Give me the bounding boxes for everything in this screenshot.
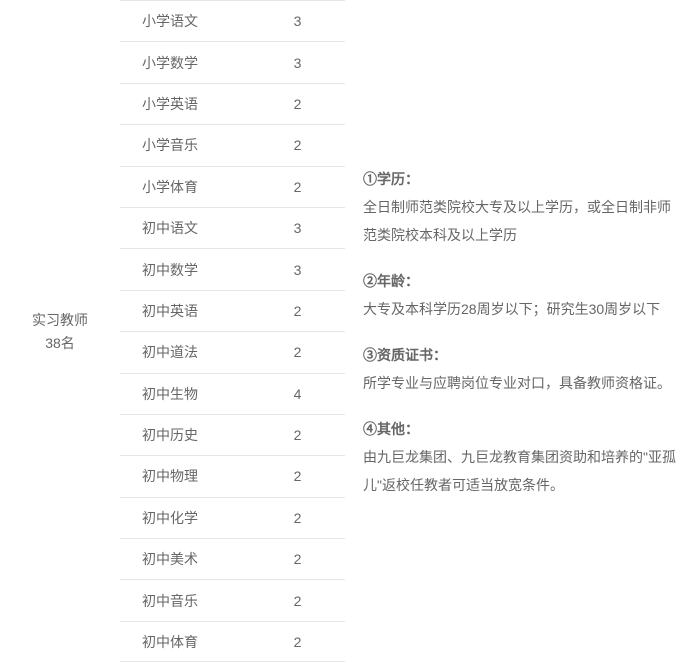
requirement-body: 全日制师范类院校大专及以上学历，或全日制非师范类院校本科及以上学历	[363, 193, 677, 249]
subject-name: 初中生物	[120, 384, 250, 404]
category-name: 实习教师	[32, 309, 88, 331]
requirements-column: ①学历： 全日制师范类院校大专及以上学历，或全日制非师范类院校本科及以上学历 ②…	[345, 0, 695, 663]
subject-name: 初中数学	[120, 260, 250, 280]
subject-count: 3	[250, 220, 345, 236]
table-row: 初中物理2	[120, 455, 345, 496]
subject-name: 初中美术	[120, 549, 250, 569]
subject-count: 3	[250, 55, 345, 71]
subject-count: 2	[250, 634, 345, 650]
subject-name: 初中英语	[120, 301, 250, 321]
subject-name: 初中音乐	[120, 591, 250, 611]
requirement-block: ②年龄： 大专及本科学历28周岁以下；研究生30周岁以下	[363, 267, 677, 323]
table-row: 初中道法2	[120, 331, 345, 372]
row-header: 实习教师 38名	[0, 0, 120, 663]
subject-count: 2	[250, 427, 345, 443]
subject-count: 2	[250, 303, 345, 319]
subjects-column: 小学语文3 小学数学3 小学英语2 小学音乐2 小学体育2 初中语文3 初中数学…	[120, 0, 345, 663]
subject-count: 2	[250, 510, 345, 526]
subject-name: 小学音乐	[120, 135, 250, 155]
table-wrap: 实习教师 38名 小学语文3 小学数学3 小学英语2 小学音乐2 小学体育2 初…	[0, 0, 695, 663]
subject-name: 初中物理	[120, 466, 250, 486]
subject-name: 初中道法	[120, 342, 250, 362]
subject-count: 4	[250, 386, 345, 402]
subject-name: 小学语文	[120, 11, 250, 31]
category-total: 38名	[45, 332, 75, 354]
subject-count: 2	[250, 593, 345, 609]
subject-name: 小学体育	[120, 177, 250, 197]
subject-count: 2	[250, 179, 345, 195]
subject-name: 初中体育	[120, 632, 250, 652]
requirement-title: ②年龄：	[363, 267, 677, 295]
requirement-block: ①学历： 全日制师范类院校大专及以上学历，或全日制非师范类院校本科及以上学历	[363, 165, 677, 249]
requirement-body: 大专及本科学历28周岁以下；研究生30周岁以下	[363, 295, 677, 323]
requirement-title: ③资质证书：	[363, 341, 677, 369]
table-row: 小学音乐2	[120, 124, 345, 165]
table-row: 初中数学3	[120, 248, 345, 289]
subject-name: 初中化学	[120, 508, 250, 528]
table-row: 初中生物4	[120, 373, 345, 414]
table-row: 初中音乐2	[120, 579, 345, 620]
requirement-body: 由九巨龙集团、九巨龙教育集团资助和培养的"亚孤儿"返校任教者可适当放宽条件。	[363, 443, 677, 499]
subject-count: 2	[250, 468, 345, 484]
subject-name: 初中历史	[120, 425, 250, 445]
requirement-body: 所学专业与应聘岗位专业对口，具备教师资格证。	[363, 369, 677, 397]
table-row: 小学英语2	[120, 83, 345, 124]
requirement-block: ③资质证书： 所学专业与应聘岗位专业对口，具备教师资格证。	[363, 341, 677, 397]
table-row: 小学语文3	[120, 0, 345, 41]
subject-count: 2	[250, 551, 345, 567]
subject-name: 小学英语	[120, 94, 250, 114]
subject-count: 2	[250, 344, 345, 360]
subject-name: 初中语文	[120, 218, 250, 238]
requirement-title: ④其他：	[363, 415, 677, 443]
table-row: 初中历史2	[120, 414, 345, 455]
subject-count: 3	[250, 262, 345, 278]
table-row: 初中英语2	[120, 290, 345, 331]
requirement-block: ④其他： 由九巨龙集团、九巨龙教育集团资助和培养的"亚孤儿"返校任教者可适当放宽…	[363, 415, 677, 499]
table-row: 初中化学2	[120, 497, 345, 538]
table-row: 初中语文3	[120, 207, 345, 248]
table-row: 小学体育2	[120, 166, 345, 207]
requirement-title: ①学历：	[363, 165, 677, 193]
table-row: 初中美术2	[120, 538, 345, 579]
subject-count: 2	[250, 137, 345, 153]
subject-name: 小学数学	[120, 53, 250, 73]
subject-count: 2	[250, 96, 345, 112]
table-row: 初中体育2	[120, 621, 345, 662]
subject-count: 3	[250, 13, 345, 29]
table-row: 小学数学3	[120, 41, 345, 82]
